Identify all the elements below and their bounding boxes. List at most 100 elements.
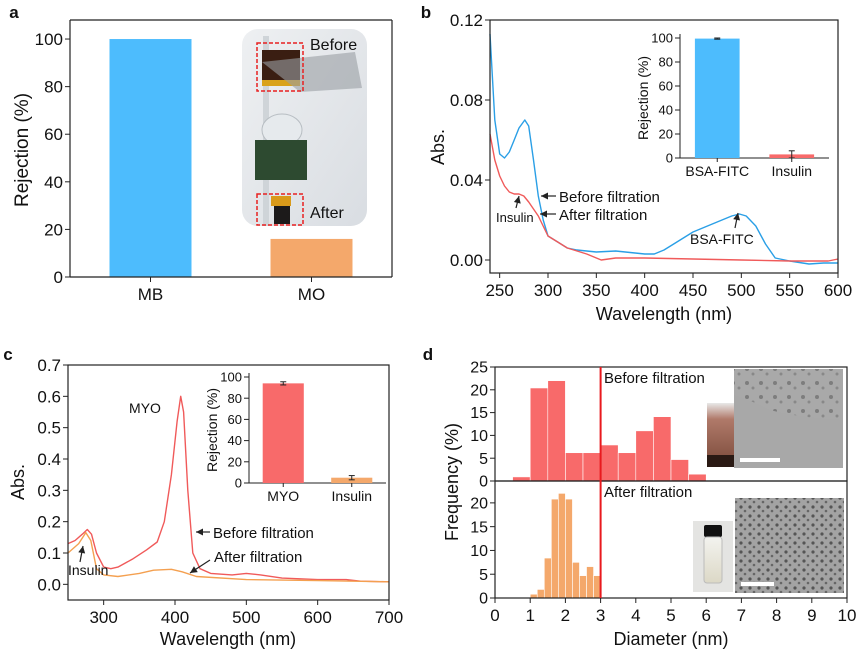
x-tick-label: 0 — [490, 606, 499, 625]
annotation-after-filtration: After filtration — [559, 207, 647, 224]
photo-label-before: Before — [310, 37, 357, 54]
histogram-bar-after — [551, 498, 559, 599]
y-tick-label: 60 — [659, 79, 673, 94]
x-tick-label: 9 — [807, 606, 816, 625]
inset-category-label: BSA-FITC — [685, 163, 749, 179]
annotation-before-filtration: Before filtration — [559, 189, 660, 206]
panel-letter-d: d — [423, 345, 433, 364]
x-axis-label: Diameter (nm) — [613, 629, 728, 649]
x-tick-label: 600 — [824, 281, 852, 300]
y-tick-label: 40 — [228, 433, 242, 448]
x-axis-label: Wavelength (nm) — [160, 629, 296, 649]
tem-image-after — [735, 498, 844, 593]
y-tick-label: 0.1 — [37, 544, 61, 563]
histogram-bar-before — [547, 380, 566, 482]
histogram-bar-before — [600, 444, 619, 482]
histogram-bar-after — [558, 493, 566, 599]
y-tick-label: 0.6 — [37, 387, 61, 406]
y-tick-label: 0 — [54, 268, 63, 287]
y-tick-label: 0.7 — [37, 356, 61, 375]
series-line-after — [67, 531, 390, 583]
annotation-bsa-fitc: BSA-FITC — [690, 231, 754, 247]
before-highlight-box — [256, 42, 304, 92]
filtration-setup-photo — [242, 29, 367, 226]
arrow-insulin — [78, 545, 86, 563]
histogram-bar-before — [688, 473, 707, 482]
y-tick-label: 0 — [235, 476, 242, 491]
y-tick-label: 0.4 — [37, 450, 61, 469]
inset-bar — [262, 383, 304, 483]
arrow-bsa-fitc — [733, 212, 741, 229]
panel-letter-c: c — [3, 345, 12, 364]
y-tick-label: 0.04 — [450, 171, 483, 190]
x-tick-label: 600 — [303, 608, 331, 627]
arrow-before — [541, 192, 556, 200]
x-tick-label: 400 — [630, 281, 658, 300]
x-tick-label: 2 — [561, 606, 570, 625]
y-tick-label: 0.12 — [450, 11, 483, 30]
y-tick-label: 15 — [470, 519, 488, 536]
y-tick-label: 25 — [470, 360, 488, 377]
histogram-bar-before — [617, 452, 637, 482]
y-tick-label: 80 — [228, 391, 242, 406]
x-tick-label: 8 — [772, 606, 781, 625]
vial-photo-after — [693, 521, 733, 592]
x-tick-label: 300 — [89, 608, 117, 627]
x-tick-label: 450 — [679, 281, 707, 300]
vial-photo-before — [707, 403, 734, 467]
arrow-insulin — [513, 195, 521, 209]
x-tick-label: 700 — [375, 608, 403, 627]
series-line-after — [489, 133, 839, 262]
annotation-after-filtration: After filtration — [214, 549, 302, 566]
annotation-myo: MYO — [129, 400, 161, 416]
x-tick-label: 500 — [232, 608, 260, 627]
y-axis-label: Abs. — [8, 464, 28, 500]
y-tick-label: 10 — [470, 428, 488, 445]
y-tick-label: 60 — [228, 412, 242, 427]
error-bar — [280, 381, 287, 386]
y-tick-label: 20 — [44, 220, 63, 239]
x-tick-label: 4 — [631, 606, 640, 625]
y-tick-label: 20 — [228, 454, 242, 469]
y-tick-label: 5 — [479, 567, 488, 584]
x-tick-label: 350 — [582, 281, 610, 300]
plot-frame-c — [67, 364, 390, 601]
x-tick-label: 6 — [701, 606, 710, 625]
scale-bar — [740, 458, 780, 462]
y-axis-label: Frequency (%) — [442, 423, 462, 541]
annotation-before-filtration: Before filtration — [213, 525, 314, 542]
arrow-before — [196, 528, 210, 536]
series-line-before — [489, 33, 838, 265]
y-tick-label: 40 — [659, 103, 673, 118]
x-category-label: MB — [138, 285, 164, 304]
histogram-bar-before — [635, 430, 654, 482]
scale-bar — [741, 582, 774, 586]
series-line-before — [67, 395, 390, 583]
bar-mb — [109, 39, 192, 278]
y-tick-label: 100 — [220, 370, 242, 385]
y-tick-label: 80 — [659, 55, 673, 70]
histogram-bar-before — [529, 387, 549, 482]
histogram-bar-after — [572, 562, 580, 599]
y-axis-label: Rejection (%) — [12, 93, 33, 207]
y-tick-label: 0.0 — [37, 575, 61, 594]
histogram-bar-after — [579, 575, 587, 599]
x-tick-label: 400 — [161, 608, 189, 627]
y-tick-label: 20 — [470, 382, 488, 399]
y-tick-label: 0.08 — [450, 91, 483, 110]
y-tick-label: 0 — [479, 474, 488, 491]
y-tick-label: 40 — [44, 173, 63, 192]
y-tick-label: 0.5 — [37, 419, 61, 438]
x-category-label: MO — [298, 285, 325, 304]
y-tick-label: 0.2 — [37, 513, 61, 532]
bar-mo — [270, 238, 353, 277]
plot-frame-b — [489, 19, 839, 274]
histogram-bar-after — [586, 566, 594, 599]
x-tick-label: 550 — [775, 281, 803, 300]
y-tick-label: 60 — [44, 125, 63, 144]
histogram-bar-before — [653, 416, 672, 482]
y-tick-label: 100 — [35, 30, 63, 49]
subplot-label-after: After filtration — [604, 484, 692, 501]
y-tick-label: 15 — [470, 405, 488, 422]
y-tick-label: 0.3 — [37, 481, 61, 500]
